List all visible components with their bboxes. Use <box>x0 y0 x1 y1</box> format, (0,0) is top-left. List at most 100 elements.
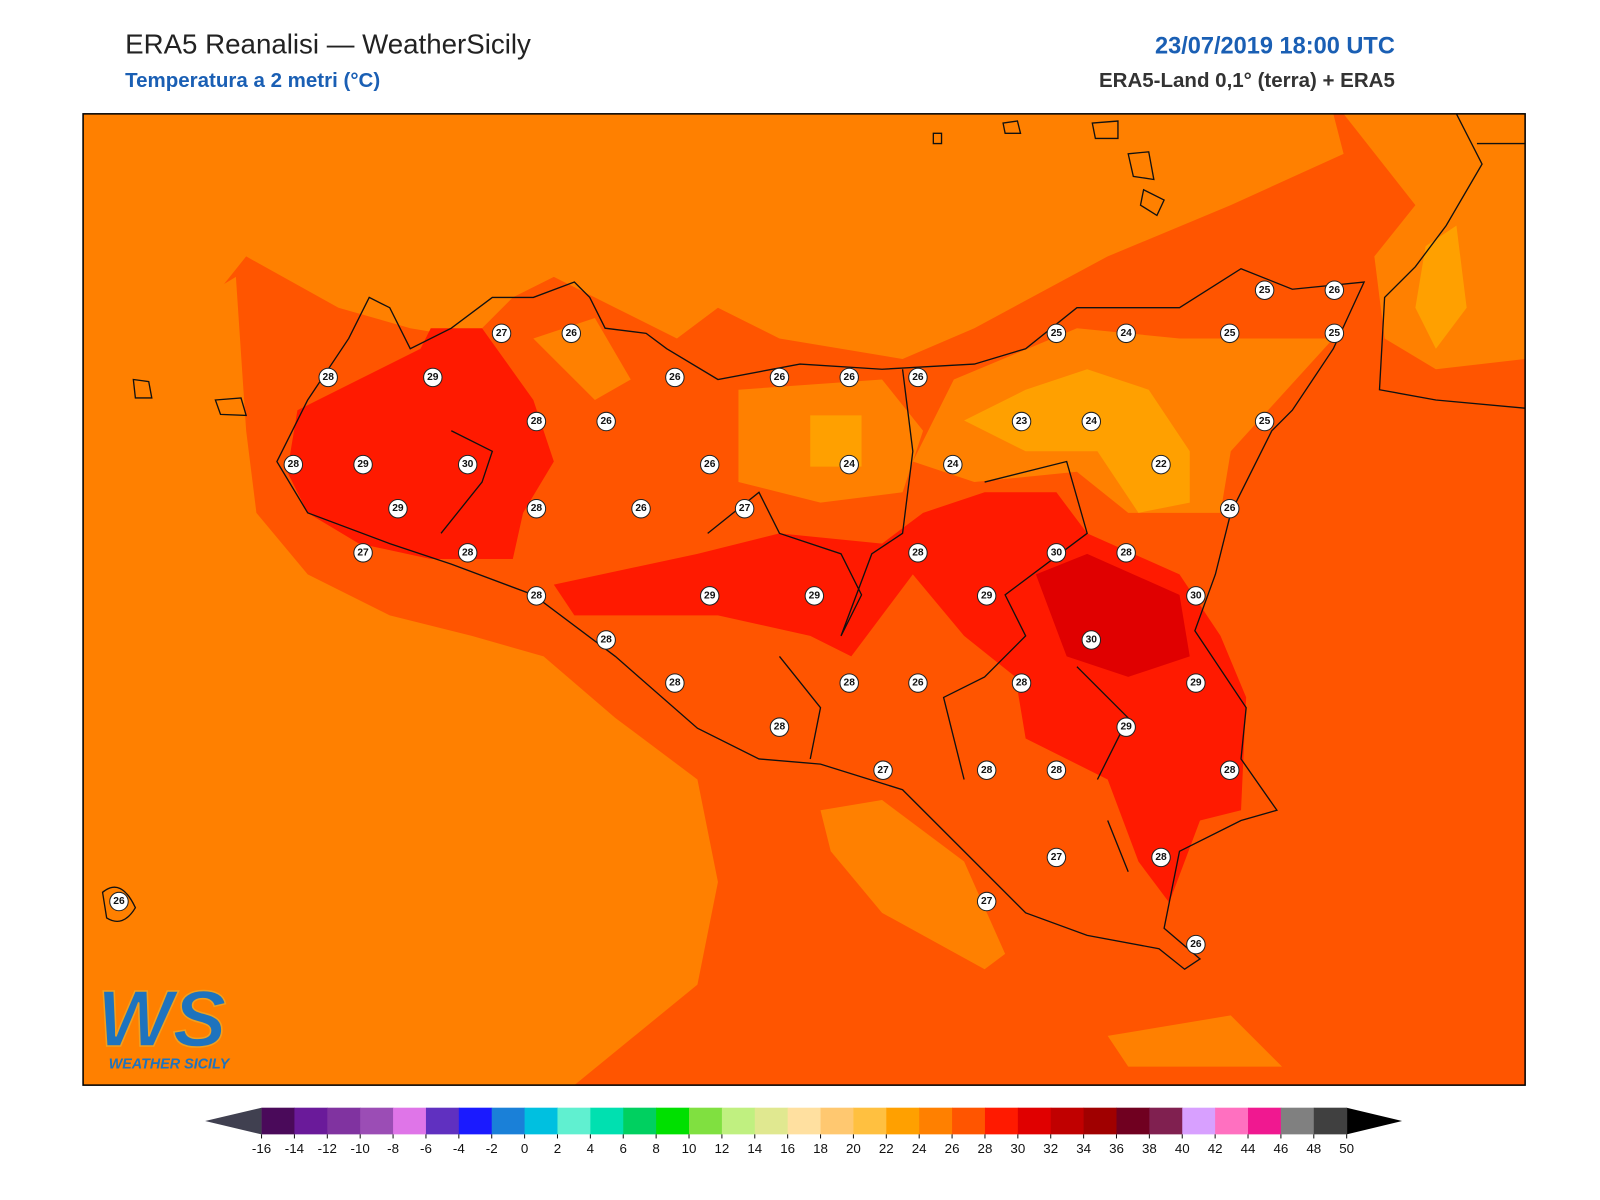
station-marker <box>388 498 408 519</box>
colorbar-segment <box>623 1107 657 1135</box>
colorbar-tick-label: 4 <box>587 1141 595 1156</box>
colorbar-tick-label: 18 <box>813 1141 828 1156</box>
source: ERA5-Land 0,1° (terra) + ERA5 <box>1099 69 1395 92</box>
logo-text: WEATHER SICILY <box>109 1057 231 1073</box>
station: 26 <box>908 367 928 388</box>
station-value: 28 <box>462 547 474 558</box>
station-value: 24 <box>947 459 959 470</box>
colorbar-tick-label: 22 <box>879 1141 894 1156</box>
field-24 <box>83 276 718 1086</box>
station: 27 <box>734 498 755 519</box>
colorbar-segment <box>1083 1107 1118 1135</box>
station-value: 29 <box>981 590 993 601</box>
station-value: 28 <box>1120 547 1132 558</box>
colorbar-segment <box>721 1107 756 1135</box>
station-marker <box>1116 543 1136 563</box>
colorbar-tick-label: 48 <box>1306 1141 1321 1156</box>
station-value: 26 <box>113 896 125 907</box>
station-marker <box>1046 847 1067 868</box>
colorbar-segment <box>1248 1107 1282 1135</box>
colorbar-tick-label: 16 <box>780 1141 795 1156</box>
station-marker <box>596 411 616 432</box>
station-value: 28 <box>288 459 300 470</box>
station-marker <box>1219 323 1240 344</box>
colorbar-segment <box>425 1107 460 1135</box>
station: 30 <box>1186 586 1206 606</box>
station: 29 <box>700 586 720 606</box>
station: 29 <box>1186 673 1206 693</box>
map-area <box>83 113 1526 1086</box>
station-marker <box>1046 323 1067 344</box>
colorbar-tick-label: 26 <box>945 1141 960 1156</box>
station: 26 <box>109 891 129 912</box>
station: 29 <box>976 586 997 606</box>
station-value: 27 <box>1051 852 1063 863</box>
colorbar-segment <box>1182 1107 1216 1135</box>
station-marker <box>1186 934 1206 955</box>
station-value: 25 <box>1259 416 1271 427</box>
station-marker <box>1324 280 1345 300</box>
station: 28 <box>283 454 304 475</box>
colorbar-segment <box>787 1107 822 1135</box>
station-marker <box>1219 760 1240 780</box>
station-value: 28 <box>600 635 612 646</box>
station-value: 28 <box>531 590 543 601</box>
station-value: 25 <box>1224 328 1236 339</box>
station: 28 <box>318 367 338 388</box>
station: 29 <box>423 367 443 388</box>
station-marker <box>561 323 582 344</box>
station: 30 <box>457 454 478 475</box>
station-layer: 27 26 28 29 26 26 26 26 25 26 25 24 25 25 28 26 23 24 25 28… <box>109 280 1345 955</box>
station-marker <box>1219 498 1240 519</box>
station-marker <box>526 411 547 432</box>
colorbar-tick-label: -8 <box>387 1141 399 1156</box>
station: 24 <box>943 454 963 475</box>
field-30 <box>1035 553 1190 677</box>
station: 26 <box>1219 498 1240 519</box>
station-marker <box>839 454 859 475</box>
station: 26 <box>839 367 859 388</box>
station: 28 <box>976 760 997 780</box>
station-value: 30 <box>1051 547 1063 558</box>
station-value: 28 <box>844 678 856 689</box>
station-value: 26 <box>600 416 612 427</box>
station: 28 <box>526 498 547 519</box>
station-value: 27 <box>877 765 889 776</box>
station-marker <box>1081 411 1102 432</box>
colorbar-segment <box>1280 1107 1315 1135</box>
station-value: 29 <box>427 372 439 383</box>
station: 25 <box>1219 323 1240 344</box>
station: 26 <box>665 367 685 388</box>
colorbar-under <box>205 1107 262 1135</box>
station-marker <box>976 760 997 780</box>
station-marker <box>596 630 616 650</box>
colorbar-tick-label: 50 <box>1339 1141 1354 1156</box>
station: 27 <box>873 760 893 780</box>
station-marker <box>700 454 720 475</box>
station-marker <box>1116 717 1136 737</box>
station-value: 29 <box>357 459 369 470</box>
field-22 <box>964 369 1190 513</box>
colorbar-tick-label: 2 <box>554 1141 561 1156</box>
station-marker <box>1046 543 1067 563</box>
colorbar-segment <box>820 1107 854 1135</box>
station-marker <box>526 498 547 519</box>
station: 29 <box>1116 717 1136 737</box>
station-value: 26 <box>566 328 578 339</box>
station-value: 27 <box>357 547 369 558</box>
colorbar-segment <box>261 1107 295 1135</box>
station-marker <box>1254 280 1275 300</box>
station-value: 27 <box>981 896 993 907</box>
colorbar-segment <box>590 1107 624 1135</box>
station-value: 29 <box>809 590 821 601</box>
station-value: 26 <box>1329 285 1341 296</box>
station: 26 <box>700 454 720 475</box>
station: 26 <box>769 367 790 388</box>
datetime: 23/07/2019 18:00 UTC <box>1155 32 1395 58</box>
station: 26 <box>596 411 616 432</box>
station-value: 26 <box>635 503 647 514</box>
colorbar-segment <box>1050 1107 1085 1135</box>
coastline <box>101 113 1526 971</box>
station: 24 <box>1116 323 1136 344</box>
station: 26 <box>561 323 582 344</box>
